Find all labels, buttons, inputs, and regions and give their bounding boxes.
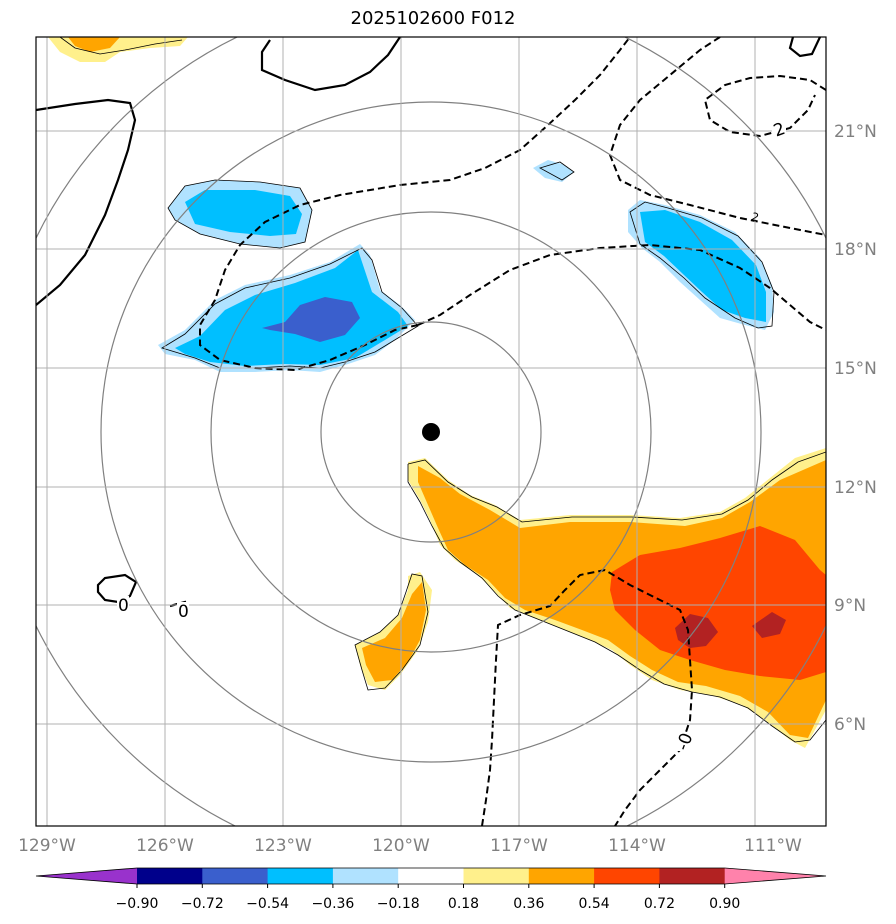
plot-frame — [35, 36, 827, 827]
x-tick-label: 114°W — [608, 836, 666, 856]
y-tick-label: 9°N — [834, 596, 866, 616]
gridlines — [36, 37, 826, 826]
colorbar-segment — [463, 868, 530, 884]
warm-area-core-2 — [752, 612, 786, 638]
map-title: 2025102600 F012 — [350, 8, 516, 29]
colorbar-tick-label: −0.18 — [377, 896, 420, 912]
colorbar-segment — [724, 868, 826, 884]
colorbar-tick-label: −0.72 — [181, 896, 224, 912]
blue-area-ne-inner — [640, 210, 766, 322]
x-tick-label: 120°W — [372, 836, 430, 856]
colorbar-segment — [528, 868, 595, 884]
colorbar-segment — [36, 868, 137, 884]
x-tick-label: 129°W — [18, 836, 76, 856]
colorbar-segment — [659, 868, 726, 884]
blue-area-central-core — [262, 297, 360, 342]
y-tick-label: 15°N — [834, 359, 877, 379]
contour-label: -0 — [673, 731, 698, 754]
x-tick-label: 123°W — [254, 836, 312, 856]
blue-area-central-inner — [175, 250, 408, 366]
y-tick-label: 6°N — [834, 715, 866, 735]
colorbar-segment — [398, 868, 464, 884]
contour-labels: 0 0 2 -0 2 — [117, 119, 788, 753]
colorbar-segment — [267, 868, 334, 884]
colorbar-tick-label: 0.36 — [513, 896, 544, 912]
colorbar-segment — [594, 868, 660, 884]
y-axis-tick-labels: 21°N 18°N 15°N 12°N 9°N 6°N — [834, 122, 877, 735]
range-rings — [36, 37, 826, 826]
negative-anomaly-areas — [158, 160, 774, 372]
y-tick-label: 12°N — [834, 478, 877, 498]
colorbar-tick-label: 0.54 — [579, 896, 610, 912]
colorbar-tick-label: −0.36 — [311, 896, 354, 912]
y-tick-label: 21°N — [834, 122, 877, 142]
contour-label: 0 — [118, 596, 129, 616]
colorbar-tick-label: −0.54 — [246, 896, 289, 912]
positive-anomaly-areas — [48, 37, 826, 748]
storm-center-marker — [422, 423, 440, 441]
contour-label: 2 — [750, 210, 760, 224]
x-tick-label: 111°W — [744, 836, 802, 856]
warm-area-nw-corner-orange — [68, 37, 120, 52]
colorbar-tick-label: −0.90 — [116, 896, 159, 912]
x-tick-label: 126°W — [136, 836, 194, 856]
x-axis-tick-labels: 129°W 126°W 123°W 120°W 117°W 114°W 111°… — [18, 836, 802, 856]
colorbar-tick-label: 0.90 — [709, 896, 740, 912]
warm-area-sw-orange — [362, 582, 426, 682]
contour-label: 0 — [178, 602, 189, 622]
colorbar-segment — [332, 868, 399, 884]
colorbar: −0.90 −0.72 −0.54 −0.36 −0.18 0.18 0.36 0.54 0.7… — [35, 867, 827, 912]
colorbar-segment — [202, 868, 269, 884]
colorbar-tick-label: 0.18 — [448, 896, 479, 912]
y-tick-label: 18°N — [834, 240, 877, 260]
colorbar-tick-label: 0.72 — [644, 896, 675, 912]
x-tick-label: 117°W — [490, 836, 548, 856]
colorbar-segment — [137, 868, 203, 884]
blue-area-nw-inner — [185, 190, 302, 236]
blue-area-small — [533, 160, 574, 182]
warm-area-south-red — [610, 526, 826, 680]
